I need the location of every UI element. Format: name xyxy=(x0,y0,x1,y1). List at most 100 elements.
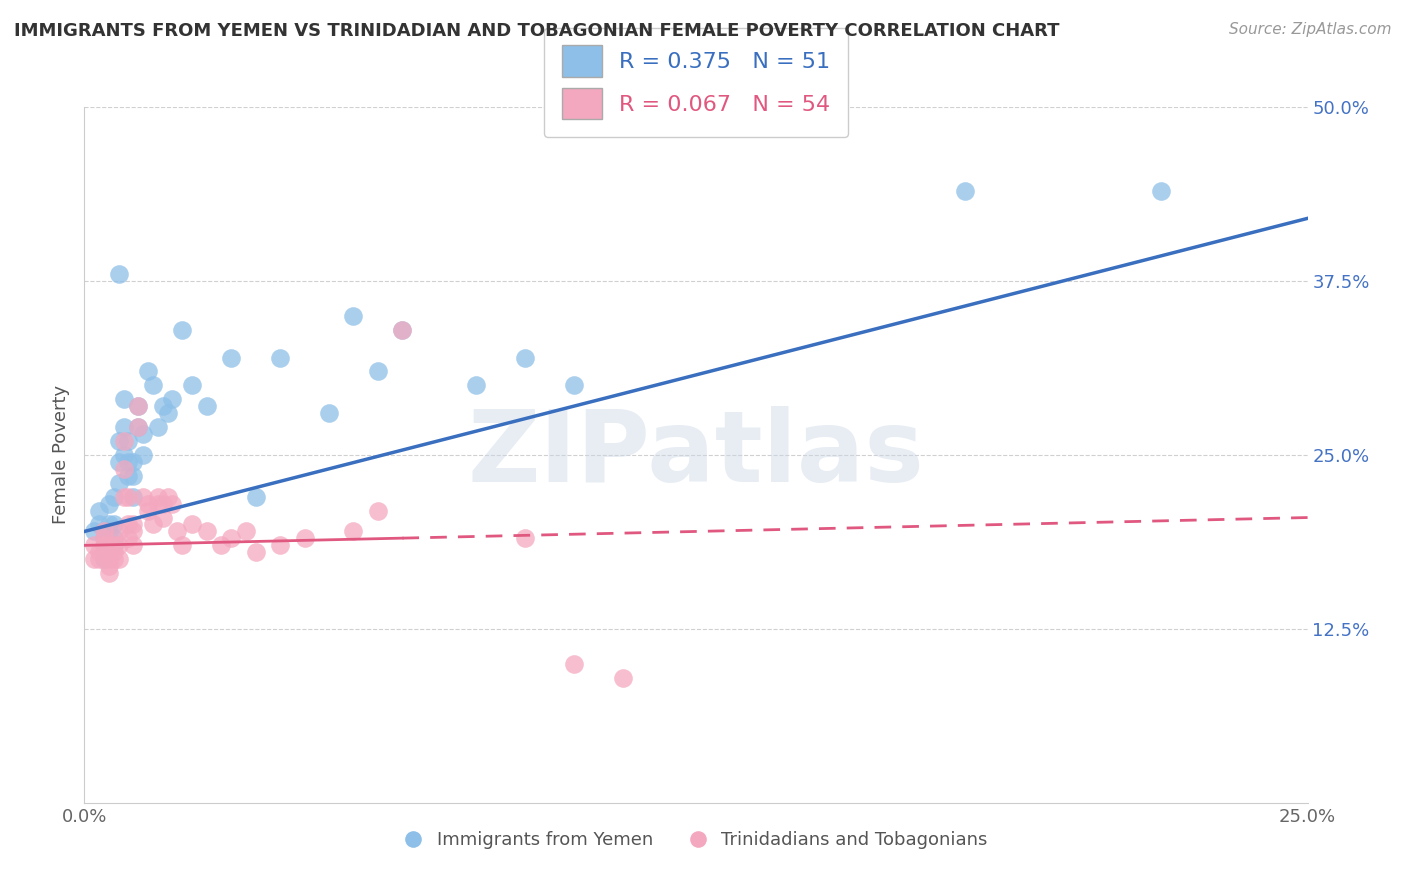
Point xyxy=(103,552,125,566)
Point xyxy=(83,524,105,539)
Point xyxy=(87,552,110,566)
Point xyxy=(122,490,145,504)
Point xyxy=(269,538,291,552)
Point xyxy=(107,475,129,490)
Point xyxy=(97,524,120,539)
Point xyxy=(195,399,218,413)
Point xyxy=(209,538,232,552)
Point xyxy=(391,323,413,337)
Point xyxy=(97,517,120,532)
Point xyxy=(156,490,179,504)
Point xyxy=(107,434,129,448)
Point xyxy=(136,503,159,517)
Point xyxy=(83,552,105,566)
Point xyxy=(127,420,149,434)
Point xyxy=(103,517,125,532)
Point xyxy=(367,503,389,517)
Point xyxy=(93,532,115,546)
Point xyxy=(219,532,242,546)
Text: IMMIGRANTS FROM YEMEN VS TRINIDADIAN AND TOBAGONIAN FEMALE POVERTY CORRELATION C: IMMIGRANTS FROM YEMEN VS TRINIDADIAN AND… xyxy=(14,22,1060,40)
Point xyxy=(146,420,169,434)
Point xyxy=(103,532,125,546)
Point xyxy=(172,323,194,337)
Point xyxy=(166,524,188,539)
Point xyxy=(107,267,129,281)
Point xyxy=(953,184,976,198)
Point xyxy=(318,406,340,420)
Point xyxy=(152,399,174,413)
Point xyxy=(136,497,159,511)
Point xyxy=(172,538,194,552)
Point xyxy=(107,538,129,552)
Point xyxy=(112,462,135,476)
Point xyxy=(122,538,145,552)
Point xyxy=(195,524,218,539)
Point xyxy=(122,517,145,532)
Point xyxy=(142,517,165,532)
Point xyxy=(122,524,145,539)
Point xyxy=(87,503,110,517)
Point xyxy=(107,524,129,539)
Point xyxy=(235,524,257,539)
Point xyxy=(136,364,159,378)
Point xyxy=(93,532,115,546)
Point xyxy=(117,468,139,483)
Point xyxy=(93,545,115,559)
Point xyxy=(112,392,135,407)
Point xyxy=(83,538,105,552)
Point xyxy=(103,545,125,559)
Text: ZIPatlas: ZIPatlas xyxy=(468,407,924,503)
Point xyxy=(146,497,169,511)
Point xyxy=(103,538,125,552)
Point xyxy=(97,566,120,581)
Point xyxy=(122,468,145,483)
Point xyxy=(97,497,120,511)
Point xyxy=(269,351,291,365)
Point xyxy=(162,392,184,407)
Point xyxy=(181,517,204,532)
Point xyxy=(103,490,125,504)
Point xyxy=(87,517,110,532)
Point xyxy=(117,455,139,469)
Y-axis label: Female Poverty: Female Poverty xyxy=(52,385,70,524)
Point xyxy=(219,351,242,365)
Point xyxy=(245,490,267,504)
Point xyxy=(152,497,174,511)
Point xyxy=(127,420,149,434)
Point xyxy=(245,545,267,559)
Point xyxy=(612,671,634,685)
Point xyxy=(1150,184,1173,198)
Point xyxy=(152,510,174,524)
Point xyxy=(146,490,169,504)
Point xyxy=(103,538,125,552)
Point xyxy=(107,455,129,469)
Point xyxy=(342,309,364,323)
Legend: Immigrants from Yemen, Trinidadians and Tobagonians: Immigrants from Yemen, Trinidadians and … xyxy=(396,824,995,856)
Point xyxy=(464,378,486,392)
Point xyxy=(562,657,585,671)
Point xyxy=(132,448,155,462)
Point xyxy=(342,524,364,539)
Point xyxy=(112,434,135,448)
Point xyxy=(112,448,135,462)
Point xyxy=(97,559,120,574)
Point xyxy=(367,364,389,378)
Point xyxy=(142,378,165,392)
Point xyxy=(93,538,115,552)
Point xyxy=(117,434,139,448)
Point xyxy=(93,552,115,566)
Point xyxy=(97,552,120,566)
Point xyxy=(513,351,536,365)
Point xyxy=(87,545,110,559)
Point xyxy=(112,490,135,504)
Point xyxy=(117,490,139,504)
Point xyxy=(107,552,129,566)
Point xyxy=(156,406,179,420)
Point xyxy=(127,399,149,413)
Point xyxy=(127,399,149,413)
Point xyxy=(132,490,155,504)
Point xyxy=(162,497,184,511)
Point xyxy=(117,517,139,532)
Point xyxy=(391,323,413,337)
Point xyxy=(93,524,115,539)
